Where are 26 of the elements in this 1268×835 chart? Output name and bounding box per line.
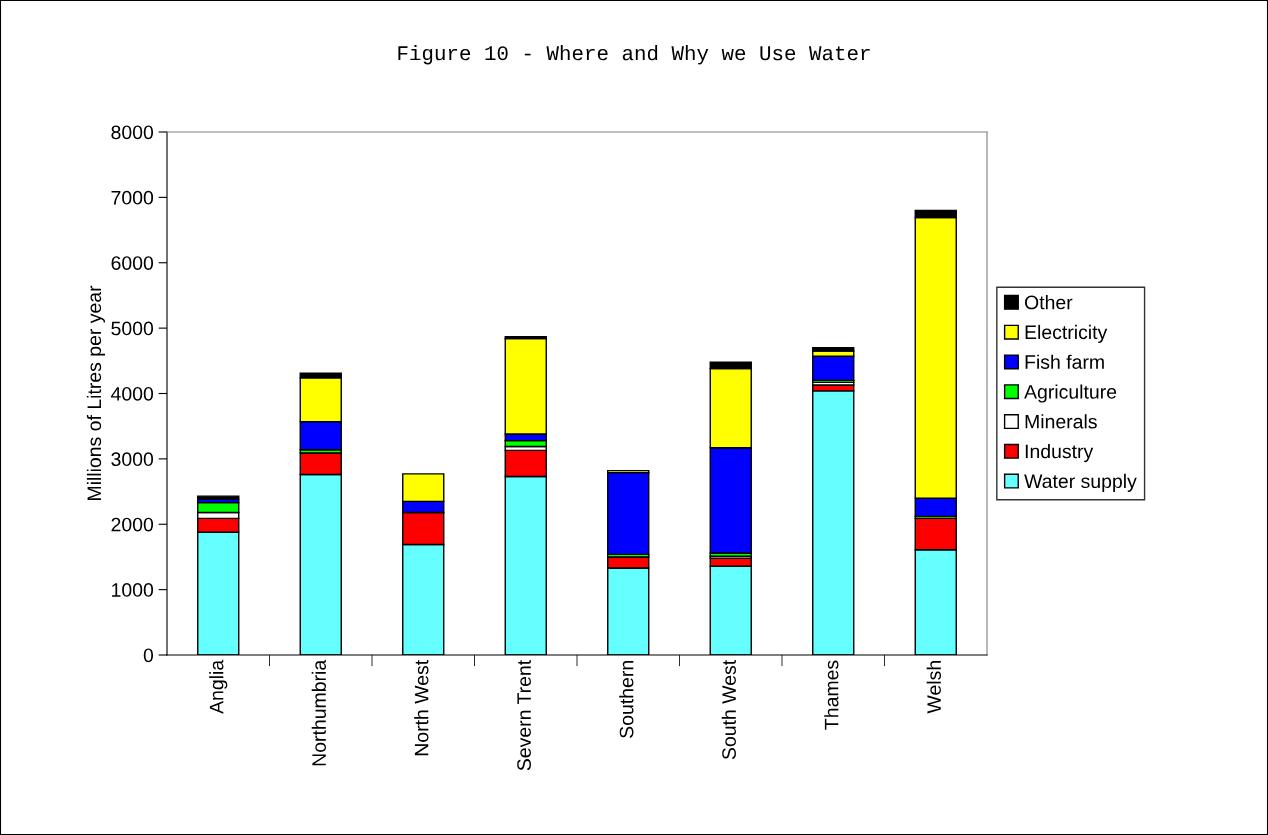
legend-label: Water supply bbox=[1024, 473, 1137, 492]
y-tick-label: 0 bbox=[143, 648, 154, 663]
y-tick-label: 1000 bbox=[112, 583, 154, 597]
x-tick-label: South West bbox=[721, 660, 736, 760]
y-tick-label: 8000 bbox=[111, 125, 154, 140]
legend-label: Other bbox=[1024, 295, 1073, 310]
legend-label: Electricity bbox=[1025, 324, 1108, 343]
x-tick-label: Welsh bbox=[926, 661, 941, 714]
legend-label: Agriculture bbox=[1024, 384, 1117, 403]
y-tick-label: 2000 bbox=[111, 517, 154, 532]
x-tick-label: Anglia bbox=[209, 659, 228, 714]
y-tick-label: 6000 bbox=[111, 256, 154, 270]
y-tick-label: 5000 bbox=[111, 321, 154, 336]
x-tick-label: Thames bbox=[824, 660, 839, 730]
y-tick-label: 7000 bbox=[111, 190, 154, 205]
x-tick-label: Severn Trent bbox=[517, 660, 531, 771]
x-tick-label: Northumbria bbox=[311, 659, 326, 766]
legend-label: Fish farm bbox=[1025, 354, 1104, 369]
legend-label: Industry bbox=[1025, 444, 1094, 463]
legend-label: Minerals bbox=[1025, 414, 1097, 429]
chart-title: Figure 10 - Where and Why we Use Water bbox=[398, 45, 870, 65]
y-tick-label: 4000 bbox=[111, 386, 154, 401]
y-tick-label: 3000 bbox=[111, 452, 154, 467]
x-tick-label: Southern bbox=[619, 661, 634, 738]
y-axis-title: Millions of Litres per year bbox=[86, 285, 105, 500]
x-tick-label: North West bbox=[414, 660, 429, 756]
